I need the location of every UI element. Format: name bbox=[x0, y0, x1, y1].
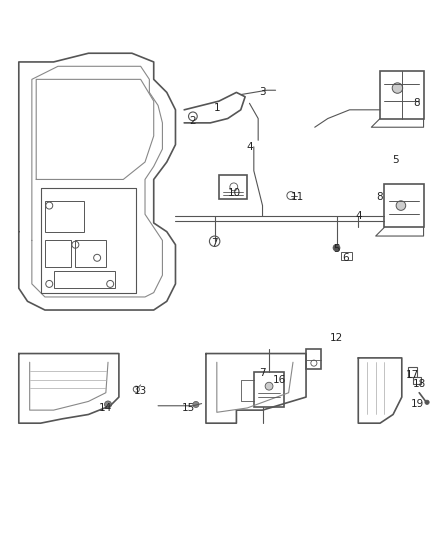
Text: 5: 5 bbox=[392, 155, 399, 165]
Bar bbox=[45, 240, 71, 266]
Text: 5: 5 bbox=[333, 244, 340, 254]
Text: 4: 4 bbox=[355, 212, 362, 221]
Text: 12: 12 bbox=[330, 333, 343, 343]
Circle shape bbox=[193, 401, 199, 408]
Text: 2: 2 bbox=[190, 116, 196, 126]
Text: 1: 1 bbox=[213, 103, 220, 112]
Text: 4: 4 bbox=[246, 142, 253, 152]
Text: 7: 7 bbox=[259, 368, 266, 378]
Bar bbox=[45, 201, 84, 232]
Text: 11: 11 bbox=[291, 192, 304, 202]
Bar bbox=[385, 184, 424, 228]
Text: 10: 10 bbox=[228, 188, 241, 198]
Text: 7: 7 bbox=[212, 238, 218, 247]
Bar bbox=[306, 349, 321, 369]
Bar bbox=[341, 252, 352, 260]
Text: 8: 8 bbox=[377, 192, 383, 202]
Text: 17: 17 bbox=[406, 370, 419, 381]
Circle shape bbox=[396, 201, 406, 211]
Circle shape bbox=[265, 382, 273, 390]
Text: 16: 16 bbox=[273, 375, 286, 385]
Text: 15: 15 bbox=[182, 403, 195, 413]
Text: 13: 13 bbox=[134, 385, 147, 395]
Bar bbox=[380, 71, 424, 118]
Text: 8: 8 bbox=[414, 98, 420, 108]
Circle shape bbox=[425, 400, 429, 405]
Bar bbox=[408, 367, 417, 377]
Circle shape bbox=[333, 244, 340, 251]
Text: 14: 14 bbox=[99, 403, 113, 413]
Bar bbox=[413, 377, 420, 384]
Bar bbox=[53, 271, 115, 288]
Bar bbox=[75, 240, 106, 266]
Text: 3: 3 bbox=[259, 87, 266, 98]
Circle shape bbox=[392, 83, 403, 93]
Text: 18: 18 bbox=[413, 379, 426, 389]
Circle shape bbox=[105, 401, 112, 408]
Bar bbox=[219, 175, 247, 199]
Bar bbox=[254, 372, 284, 407]
Text: 6: 6 bbox=[342, 253, 349, 263]
Text: 19: 19 bbox=[410, 399, 424, 409]
